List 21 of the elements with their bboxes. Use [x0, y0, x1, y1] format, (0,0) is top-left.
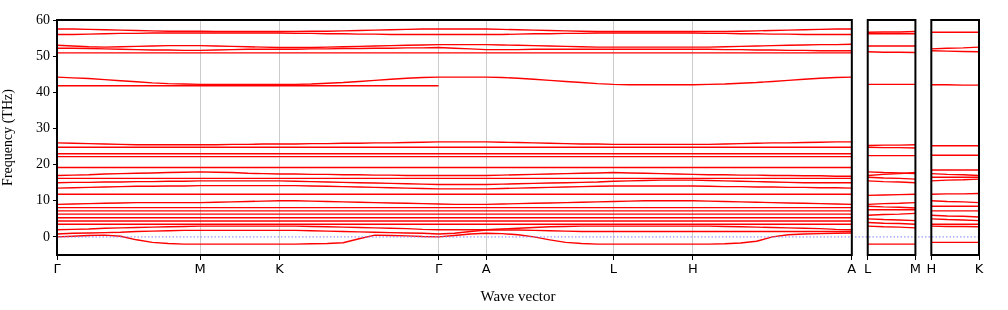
x-tick-label: Γ — [434, 261, 443, 277]
y-tick-label: 60 — [36, 11, 50, 27]
x-tick-label: K — [275, 261, 285, 277]
x-tick-label: L — [864, 261, 873, 277]
y-tick-label: 20 — [36, 156, 50, 172]
y-axis-title: Frequency (THz) — [0, 88, 17, 186]
x-tick-label: A — [847, 261, 857, 277]
y-tick-label: 50 — [36, 47, 50, 63]
y-tick-label: 0 — [43, 228, 50, 244]
x-tick-label: L — [609, 261, 618, 277]
x-axis-title: Wave vector — [480, 287, 556, 304]
x-tick-label: Γ — [53, 261, 62, 277]
x-tick-label: H — [926, 261, 937, 277]
x-tick-label: A — [481, 261, 491, 277]
x-tick-label: M — [194, 261, 206, 277]
y-tick-label: 10 — [36, 192, 50, 208]
y-tick-label: 40 — [36, 83, 50, 99]
x-tick-label: M — [909, 261, 922, 277]
x-tick-label: K — [974, 261, 984, 277]
x-tick-label: H — [687, 261, 698, 277]
y-tick-label: 30 — [36, 120, 50, 136]
